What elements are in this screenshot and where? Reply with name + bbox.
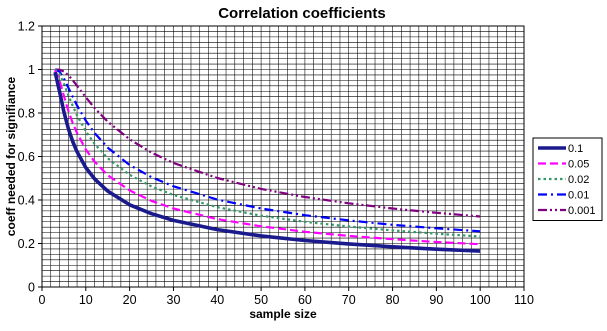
legend-label: 0.02	[568, 174, 589, 186]
x-tick-label: 70	[342, 293, 356, 307]
y-tick-label: 0	[28, 281, 35, 295]
y-tick-label: 1	[28, 63, 35, 77]
y-tick-label: 0.8	[18, 107, 35, 121]
legend-label: 0.05	[568, 159, 589, 171]
legend-label: 0.001	[568, 205, 596, 217]
x-tick-label: 0	[39, 293, 46, 307]
x-tick-label: 100	[470, 293, 491, 307]
series-line-0_001	[55, 68, 481, 218]
y-tick-label: 0.6	[18, 150, 35, 164]
legend-label: 0.1	[568, 143, 583, 155]
legend: 0.1 0.05 0.02 0.01 0.001	[532, 137, 603, 221]
x-axis-label: sample size	[249, 307, 317, 321]
x-tick-label: 90	[429, 293, 443, 307]
x-tick-label: 60	[298, 293, 312, 307]
x-tick-label: 30	[167, 293, 181, 307]
x-tick-label: 20	[123, 293, 137, 307]
x-tick-label: 40	[210, 293, 224, 307]
gridlines	[41, 25, 525, 288]
y-axis-label: coeff needed for signifiance	[4, 76, 18, 236]
series-line-0_02	[54, 68, 481, 238]
y-tick-label: 0.4	[18, 194, 35, 208]
y-tick-label: 0.2	[18, 237, 35, 251]
y-tick-label: 1.2	[18, 20, 35, 34]
series-line-0_05	[54, 69, 481, 246]
series-line-0_01	[54, 68, 481, 233]
x-tick-label: 110	[514, 293, 534, 307]
x-tick-label: 10	[79, 293, 93, 307]
legend-label: 0.01	[568, 190, 589, 202]
chart-title: Correlation coefficients	[218, 5, 386, 22]
series-line-0_1	[53, 71, 481, 253]
axis-ticks: 0 10 20 30 40 50 60 70 80 90 100 110 0 0.2 0.4 0.6 0.8 1 1…	[18, 20, 534, 308]
x-tick-label: 80	[386, 293, 400, 307]
x-tick-label: 50	[254, 293, 268, 307]
series-lines	[53, 68, 481, 253]
